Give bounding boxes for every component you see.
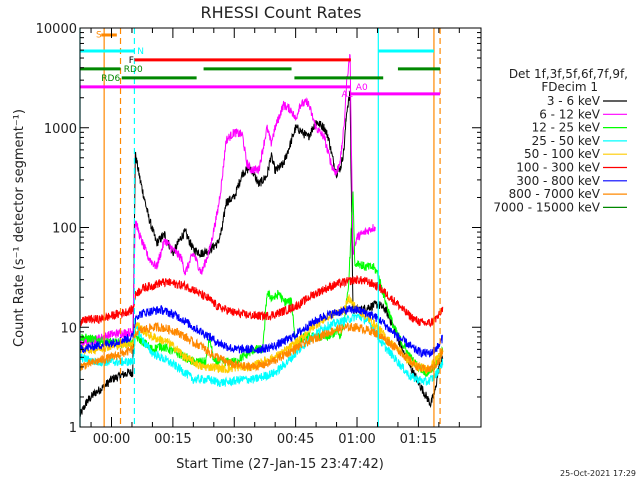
axes-layer: 1 10 100 1000 10000 00:00 00:15 00:30 00:45 01:00… <box>36 22 481 447</box>
series-line-7 <box>80 321 444 374</box>
series-line-5 <box>80 275 444 329</box>
x-tick-label-5: 01:15 <box>400 432 437 447</box>
legend-header-2: FDecim 1 <box>541 80 598 94</box>
state-label-rd6: RD6 <box>101 74 120 84</box>
legend-label-0: 3 - 6 keV <box>547 94 601 108</box>
series-line-3 <box>80 312 444 388</box>
y-tick-label-2: 100 <box>52 222 77 237</box>
legend-label-5: 100 - 300 keV <box>516 161 600 175</box>
x-axis-label: Start Time (27-Jan-15 23:47:42) <box>176 457 384 472</box>
series-line-1 <box>80 54 376 346</box>
legend-label-7: 800 - 7000 keV <box>509 187 601 201</box>
legend-label-3: 25 - 50 keV <box>532 134 601 148</box>
series-line-6 <box>80 304 443 358</box>
y-axis-label: Count Rate (s⁻¹ detector segment⁻¹) <box>12 109 27 347</box>
y-tick-label-4: 10000 <box>36 22 77 37</box>
state-label-n: N <box>137 47 144 57</box>
series-group <box>80 54 444 417</box>
state-label-a0: A0 <box>356 83 368 93</box>
series-line-0 <box>80 90 444 417</box>
y-tick-label-1: 10 <box>60 321 77 336</box>
footer-timestamp: 25-Oct-2021 17:29 <box>560 469 636 478</box>
legend: Det 1f,3f,5f,6f,7f,9f,FDecim 13 - 6 keV6… <box>493 67 628 214</box>
legend-label-1: 6 - 12 keV <box>539 107 601 121</box>
x-tick-label-0: 00:00 <box>93 432 130 447</box>
state-label-s: S <box>96 30 102 40</box>
state-label-f: F <box>129 56 134 66</box>
x-tick-label-3: 00:45 <box>277 432 314 447</box>
y-tick-label-3: 1000 <box>44 122 77 137</box>
x-tick-label-4: 01:00 <box>338 432 375 447</box>
legend-header-1: Det 1f,3f,5f,6f,7f,9f, <box>509 67 628 81</box>
chart-title: RHESSI Count Rates <box>201 3 362 22</box>
legend-label-2: 12 - 25 keV <box>532 121 601 135</box>
state-label-a1: A1 <box>341 90 353 100</box>
y-tick-label-0: 1 <box>69 421 77 436</box>
legend-label-6: 300 - 800 keV <box>516 174 600 188</box>
state-label-rd0: RD0 <box>124 65 143 75</box>
legend-label-8: 7000 - 15000 keV <box>493 200 600 214</box>
x-tick-label-2: 00:30 <box>216 432 253 447</box>
x-tick-label-1: 00:15 <box>154 432 191 447</box>
data-layer <box>80 54 444 417</box>
legend-label-4: 50 - 100 keV <box>524 147 601 161</box>
